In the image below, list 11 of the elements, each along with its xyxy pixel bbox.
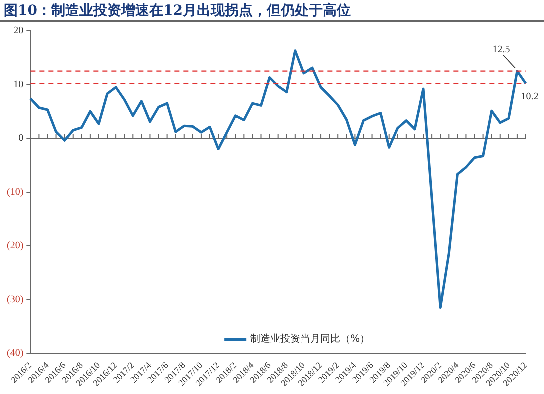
data-label: 12.5	[492, 44, 510, 56]
y-tick-label: (30)	[6, 294, 24, 306]
legend-label: 制造业投资当月同比（%）	[250, 333, 370, 346]
y-tick-label: 20	[14, 26, 24, 37]
y-tick-label: (40)	[6, 348, 24, 360]
y-tick-label: (20)	[6, 240, 24, 252]
y-tick-label: 0	[18, 133, 24, 144]
y-tick-label: (10)	[6, 186, 24, 198]
y-tick-label: 10	[14, 79, 24, 90]
chart-title: 图10：制造业投资增速在12月出现拐点，但仍处于高位	[0, 0, 544, 22]
data-label: 10.2	[521, 92, 539, 103]
